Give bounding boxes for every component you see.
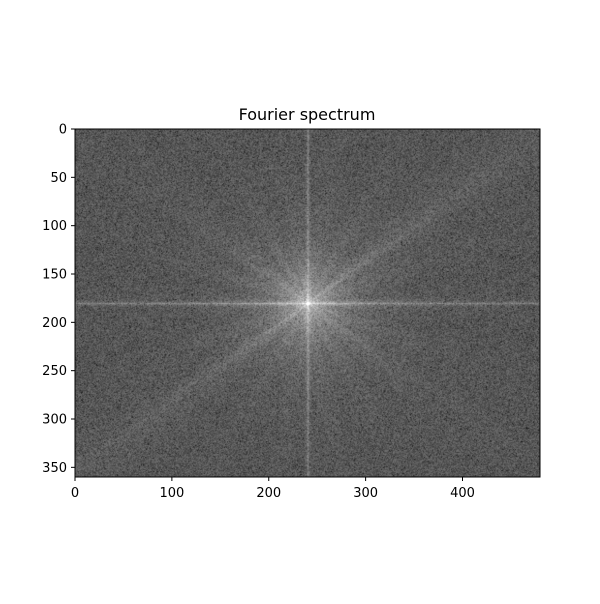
y-tick-label: 250 <box>42 364 67 379</box>
x-axis: 0 100 200 300 400 <box>71 477 475 501</box>
y-tick-label: 0 <box>59 123 67 138</box>
x-tick-label: 0 <box>71 486 79 501</box>
y-tick-label: 200 <box>42 316 67 331</box>
spectrum-image <box>75 129 540 477</box>
x-tick-label: 300 <box>353 486 378 501</box>
chart-title: Fourier spectrum <box>239 105 376 124</box>
y-tick-label: 100 <box>42 219 67 234</box>
y-axis: 0 50 100 150 200 250 300 350 <box>42 123 75 476</box>
y-tick-label: 300 <box>42 413 67 428</box>
x-tick-label: 200 <box>256 486 281 501</box>
y-tick-label: 350 <box>42 461 67 476</box>
plot-frame <box>74 128 541 478</box>
y-tick-label: 150 <box>42 268 67 283</box>
plot-area <box>74 128 541 478</box>
y-tick-label: 50 <box>50 171 67 186</box>
x-tick-label: 400 <box>450 486 475 501</box>
x-tick-label: 100 <box>159 486 184 501</box>
